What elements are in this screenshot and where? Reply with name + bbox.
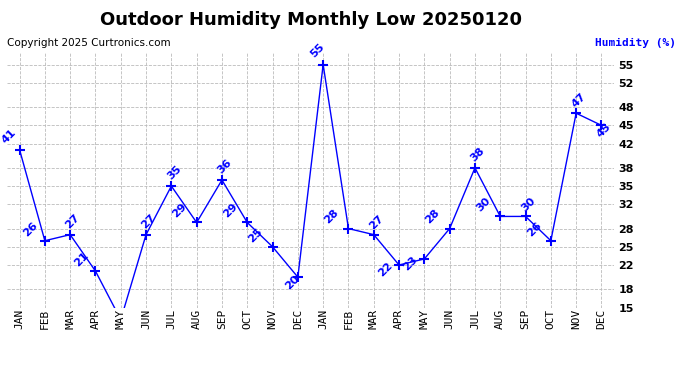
Text: 28: 28 [424, 208, 442, 226]
Text: 26: 26 [525, 220, 543, 238]
Text: 41: 41 [0, 128, 17, 146]
Text: 13: 13 [0, 374, 1, 375]
Text: 22: 22 [376, 261, 394, 279]
Text: Humidity (%): Humidity (%) [595, 38, 676, 48]
Text: 29: 29 [221, 202, 239, 220]
Text: 27: 27 [140, 213, 158, 231]
Text: 35: 35 [165, 164, 183, 182]
Text: 38: 38 [469, 146, 486, 164]
Text: Outdoor Humidity Monthly Low 20250120: Outdoor Humidity Monthly Low 20250120 [99, 11, 522, 29]
Text: 47: 47 [570, 91, 588, 109]
Text: 30: 30 [475, 196, 493, 214]
Text: 20: 20 [284, 273, 302, 291]
Text: 36: 36 [216, 158, 234, 176]
Text: 26: 26 [22, 220, 40, 238]
Text: 27: 27 [64, 213, 82, 231]
Text: 29: 29 [171, 202, 189, 220]
Text: 30: 30 [520, 196, 538, 214]
Text: Copyright 2025 Curtronics.com: Copyright 2025 Curtronics.com [7, 38, 170, 48]
Text: 55: 55 [308, 41, 326, 59]
Text: 25: 25 [247, 226, 265, 244]
Text: 21: 21 [72, 250, 90, 268]
Text: 27: 27 [368, 214, 386, 232]
Text: 45: 45 [595, 121, 613, 139]
Text: 28: 28 [323, 208, 341, 226]
Text: 23: 23 [402, 255, 420, 273]
